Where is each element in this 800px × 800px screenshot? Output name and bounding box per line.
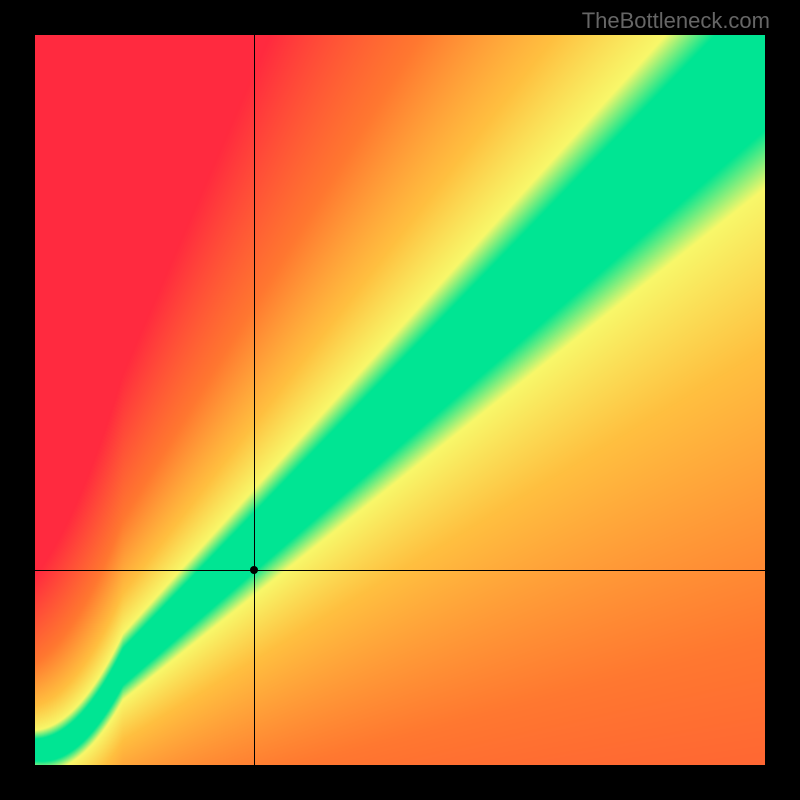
heatmap-canvas [35, 35, 765, 765]
data-point-marker [250, 566, 258, 574]
watermark-text: TheBottleneck.com [582, 8, 770, 34]
plot-area [35, 35, 765, 765]
crosshair-vertical [254, 35, 255, 765]
crosshair-horizontal [35, 570, 765, 571]
